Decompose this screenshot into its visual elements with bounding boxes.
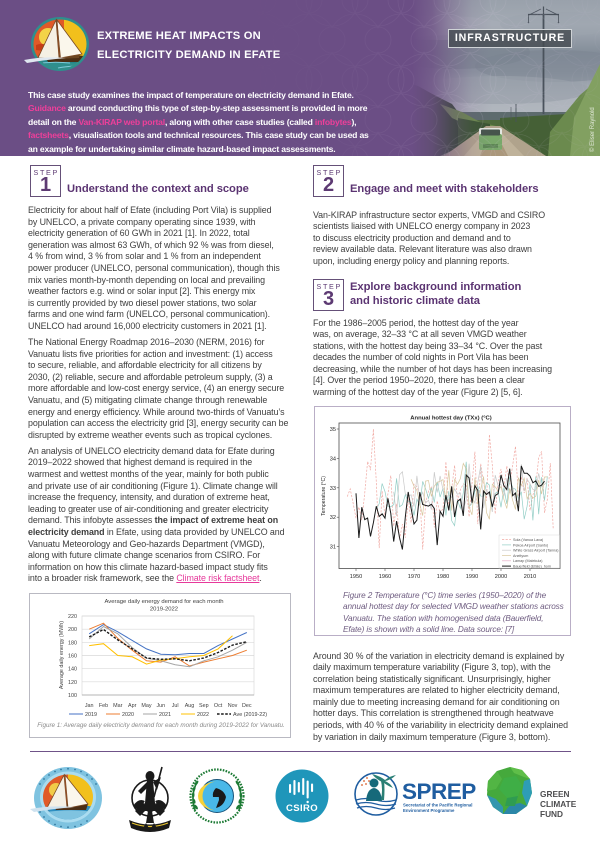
svg-text:220: 220 bbox=[68, 614, 77, 620]
svg-text:31: 31 bbox=[330, 545, 336, 551]
svg-text:Nov: Nov bbox=[228, 703, 238, 709]
svg-text:200: 200 bbox=[68, 627, 77, 633]
svg-text:1960: 1960 bbox=[379, 574, 391, 580]
svg-text:Jun: Jun bbox=[156, 703, 165, 709]
svg-text:Dec: Dec bbox=[242, 703, 252, 709]
svg-text:Aug: Aug bbox=[185, 703, 195, 709]
svg-text:180: 180 bbox=[68, 640, 77, 646]
svg-text:2010: 2010 bbox=[524, 574, 536, 580]
svg-text:FUND: FUND bbox=[540, 809, 563, 819]
svg-text:Sep: Sep bbox=[199, 703, 209, 709]
svg-text:Lamap (Malekula): Lamap (Malekula) bbox=[513, 559, 543, 563]
svg-text:33: 33 bbox=[330, 486, 336, 492]
svg-text:Sola (Vanua Lava): Sola (Vanua Lava) bbox=[513, 538, 543, 542]
svg-text:Pekoa Airport (Santo): Pekoa Airport (Santo) bbox=[513, 543, 548, 547]
svg-text:32: 32 bbox=[330, 515, 336, 521]
svg-text:2019-2022: 2019-2022 bbox=[150, 607, 178, 613]
svg-text:2019: 2019 bbox=[85, 712, 97, 718]
svg-text:Jan: Jan bbox=[85, 703, 94, 709]
svg-text:2000: 2000 bbox=[495, 574, 507, 580]
svg-text:Environment Programme: Environment Programme bbox=[403, 808, 455, 813]
svg-text:Average daily energy (MWh): Average daily energy (MWh) bbox=[59, 621, 65, 689]
svg-text:Average daily energy demand fo: Average daily energy demand for each mon… bbox=[104, 599, 223, 605]
svg-text:White Grass Airport (Tanna): White Grass Airport (Tanna) bbox=[513, 549, 559, 553]
svg-text:Jul: Jul bbox=[172, 703, 179, 709]
svg-text:SPREP: SPREP bbox=[402, 779, 476, 804]
svg-text:34: 34 bbox=[330, 456, 336, 462]
svg-text:160: 160 bbox=[68, 654, 77, 660]
svg-text:120: 120 bbox=[68, 680, 77, 686]
svg-text:1950: 1950 bbox=[350, 574, 362, 580]
svg-text:Annual hottest day (TXx) (°C): Annual hottest day (TXx) (°C) bbox=[410, 416, 492, 422]
svg-text:Apr: Apr bbox=[128, 703, 137, 709]
svg-text:100: 100 bbox=[68, 693, 77, 699]
svg-text:Aneityum: Aneityum bbox=[513, 554, 528, 558]
svg-text:May: May bbox=[141, 703, 151, 709]
svg-text:1980: 1980 bbox=[437, 574, 449, 580]
svg-text:140: 140 bbox=[68, 667, 77, 673]
svg-text:35: 35 bbox=[330, 427, 336, 433]
svg-text:Ave (2019-22): Ave (2019-22) bbox=[233, 712, 267, 718]
svg-text:Bauerfield (Efate)_hom: Bauerfield (Efate)_hom bbox=[513, 565, 551, 569]
svg-text:CLIMATE: CLIMATE bbox=[540, 799, 577, 809]
svg-text:Feb: Feb bbox=[99, 703, 108, 709]
svg-text:Oct: Oct bbox=[214, 703, 223, 709]
svg-text:2022: 2022 bbox=[197, 712, 209, 718]
svg-text:Mar: Mar bbox=[113, 703, 122, 709]
svg-text:2021: 2021 bbox=[159, 712, 171, 718]
svg-text:1970: 1970 bbox=[408, 574, 420, 580]
svg-text:Secretariat of the Pacific Reg: Secretariat of the Pacific Regional bbox=[403, 803, 473, 808]
svg-text:CSIRO: CSIRO bbox=[286, 803, 318, 814]
svg-text:GREEN: GREEN bbox=[540, 789, 570, 799]
svg-text:Temperature (°C): Temperature (°C) bbox=[321, 476, 327, 516]
svg-text:1990: 1990 bbox=[466, 574, 478, 580]
svg-text:2020: 2020 bbox=[122, 712, 134, 718]
